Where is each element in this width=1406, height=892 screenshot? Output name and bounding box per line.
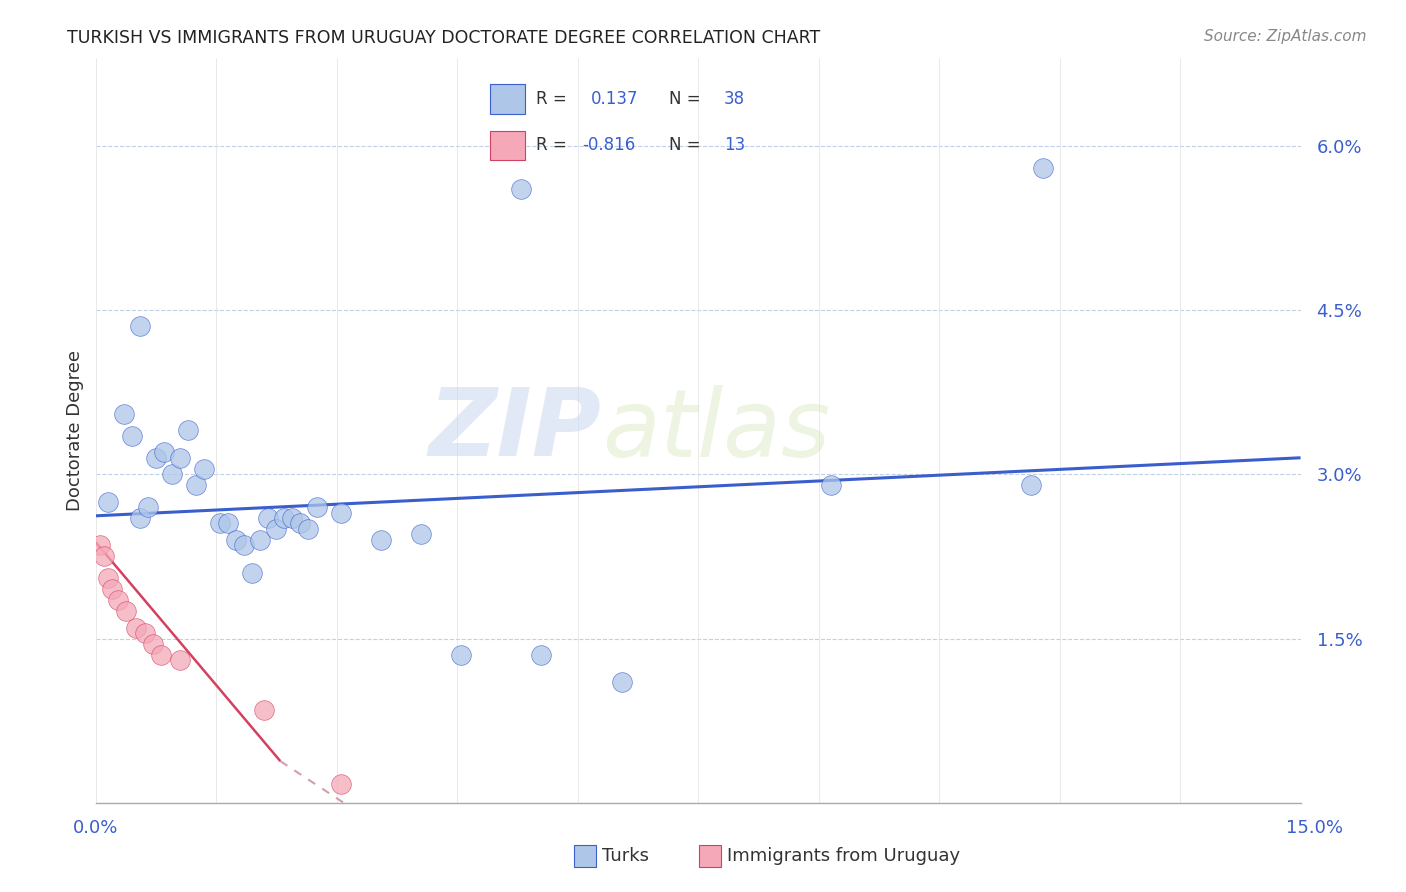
Point <box>266 522 288 536</box>
Point <box>136 500 159 514</box>
Point <box>115 604 138 618</box>
Point <box>281 511 304 525</box>
Point <box>225 533 247 547</box>
Point <box>100 582 122 597</box>
Point <box>329 777 352 791</box>
Point <box>217 516 239 531</box>
Point <box>89 538 111 552</box>
Y-axis label: Doctorate Degree: Doctorate Degree <box>66 350 84 511</box>
Point <box>97 494 120 508</box>
Point <box>530 648 553 662</box>
Text: Source: ZipAtlas.com: Source: ZipAtlas.com <box>1204 29 1367 44</box>
Text: ZIP: ZIP <box>429 384 602 476</box>
Point <box>409 527 432 541</box>
Point <box>169 653 191 667</box>
Point <box>257 511 280 525</box>
Text: Turks: Turks <box>602 847 648 865</box>
Point <box>290 516 312 531</box>
Point <box>150 648 173 662</box>
Point <box>121 429 143 443</box>
Point <box>370 533 392 547</box>
Point <box>160 467 183 482</box>
Text: Immigrants from Uruguay: Immigrants from Uruguay <box>727 847 960 865</box>
Point <box>145 450 167 465</box>
Point <box>142 637 165 651</box>
Point <box>249 533 271 547</box>
Point <box>329 506 352 520</box>
Point <box>97 571 120 585</box>
Point <box>153 445 176 459</box>
Point <box>233 538 256 552</box>
Point <box>610 675 633 690</box>
Text: 0.0%: 0.0% <box>73 819 118 837</box>
Point <box>240 566 263 580</box>
Point <box>1032 161 1054 175</box>
Point <box>134 626 156 640</box>
Text: 15.0%: 15.0% <box>1286 819 1343 837</box>
Point <box>169 450 191 465</box>
Point <box>1021 478 1043 492</box>
Point <box>93 549 115 564</box>
Text: atlas: atlas <box>602 384 830 476</box>
Point <box>297 522 319 536</box>
Point <box>820 478 842 492</box>
Point <box>107 593 129 607</box>
Point <box>253 703 276 717</box>
Point <box>273 511 295 525</box>
Text: TURKISH VS IMMIGRANTS FROM URUGUAY DOCTORATE DEGREE CORRELATION CHART: TURKISH VS IMMIGRANTS FROM URUGUAY DOCTO… <box>67 29 821 46</box>
Point <box>125 621 148 635</box>
Point <box>209 516 232 531</box>
Point <box>510 182 533 196</box>
Point <box>305 500 328 514</box>
Point <box>128 319 150 334</box>
Point <box>177 423 200 437</box>
Point <box>112 407 135 421</box>
Point <box>184 478 207 492</box>
Point <box>450 648 472 662</box>
Point <box>128 511 150 525</box>
Point <box>193 461 215 475</box>
